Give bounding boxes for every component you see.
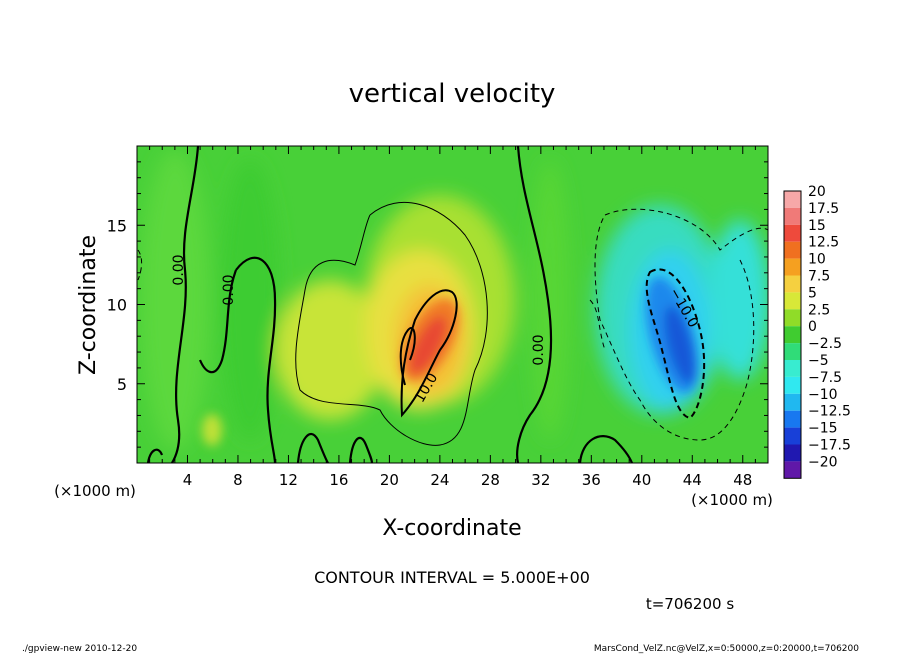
x-tick-label: 28 (481, 471, 500, 489)
colorbar-label: −20 (808, 454, 838, 470)
x-tick-label: 12 (279, 471, 298, 489)
y-axis-label: Z-coordinate (76, 235, 101, 375)
x-unit-label-right: (×1000 m) (691, 491, 773, 509)
colorbar-label: −7.5 (808, 370, 842, 386)
colorbar-label: 20 (808, 184, 826, 200)
colorbar-label: −17.5 (808, 438, 851, 454)
colorbar-swatch (784, 224, 801, 242)
colorbar-swatch (784, 326, 801, 344)
x-tick-label: 40 (632, 471, 651, 489)
colorbar-swatch (784, 427, 801, 445)
colorbar-label: 5 (808, 285, 817, 301)
colorbar-swatch (784, 207, 801, 225)
colorbar-swatch (784, 444, 801, 462)
x-tick-label: 48 (733, 471, 752, 489)
colorbar-label: −5 (808, 353, 829, 369)
positive-10-contour (399, 289, 458, 418)
colorbar-label: −15 (808, 421, 838, 437)
colorbar-swatch (784, 258, 801, 276)
contour-interval-text: CONTOUR INTERVAL = 5.000E+00 (314, 568, 590, 587)
colorbar-frame (783, 190, 802, 479)
x-tick-label: 4 (183, 471, 193, 489)
colorbar-swatch (784, 241, 801, 259)
colorbar-swatch (784, 191, 801, 208)
colorbar: 2017.51512.5107.552.50−2.5−5−7.5−10−12.5… (783, 184, 851, 479)
colorbar-swatch (784, 410, 801, 428)
x-tick-label: 20 (380, 471, 399, 489)
contour-label: 0.00 (221, 274, 237, 305)
colorbar-swatch (784, 360, 801, 377)
footer-right: MarsCond_VelZ.nc@VelZ,x=0:50000,z=0:2000… (594, 644, 859, 654)
y-tick-label: 5 (117, 375, 127, 394)
colorbar-swatch (784, 292, 801, 310)
y-axis: 5 10 15 (107, 161, 768, 448)
x-tick-label: 24 (430, 471, 449, 489)
colorbar-label: 15 (808, 218, 826, 234)
colorbar-label: 10 (808, 252, 826, 268)
colorbar-label: 12.5 (808, 235, 839, 251)
x-tick-label: 16 (329, 471, 348, 489)
x-unit-label-left: (×1000 m) (54, 482, 136, 500)
x-tick-label: 32 (531, 471, 550, 489)
colorbar-swatch (784, 461, 801, 479)
chart-title: vertical velocity (349, 79, 556, 109)
colorbar-swatch (784, 393, 801, 411)
x-tick-label: 8 (233, 471, 243, 489)
colorbar-swatch (784, 343, 801, 360)
contour-label: 0.00 (531, 334, 547, 365)
colorbar-label: 0 (808, 319, 817, 335)
colorbar-label: 7.5 (808, 269, 830, 285)
colorbar-label: 2.5 (808, 302, 830, 318)
x-axis: 4 8 12 16 20 24 28 32 36 40 44 48 (149, 146, 756, 489)
y-tick-label: 10 (107, 296, 127, 315)
heatmap-field (137, 146, 768, 463)
y-tick-label: 15 (107, 216, 127, 235)
colorbar-label: −12.5 (808, 404, 851, 420)
x-axis-label: X-coordinate (382, 516, 521, 541)
footer-left: ./gpview-new 2010-12-20 (22, 644, 137, 654)
x-tick-label: 36 (582, 471, 601, 489)
positive-contours (295, 201, 488, 446)
negative-contours (137, 208, 768, 441)
contour-label: 0.00 (171, 254, 187, 285)
x-tick-label: 44 (683, 471, 702, 489)
colorbar-swatch (784, 275, 801, 293)
colorbar-swatch (784, 309, 801, 327)
colorbar-swatch (784, 376, 801, 394)
colorbar-label: −10 (808, 387, 838, 403)
colorbar-label: −2.5 (808, 336, 842, 352)
time-text: t=706200 s (646, 595, 734, 613)
colorbar-label: 17.5 (808, 201, 839, 217)
